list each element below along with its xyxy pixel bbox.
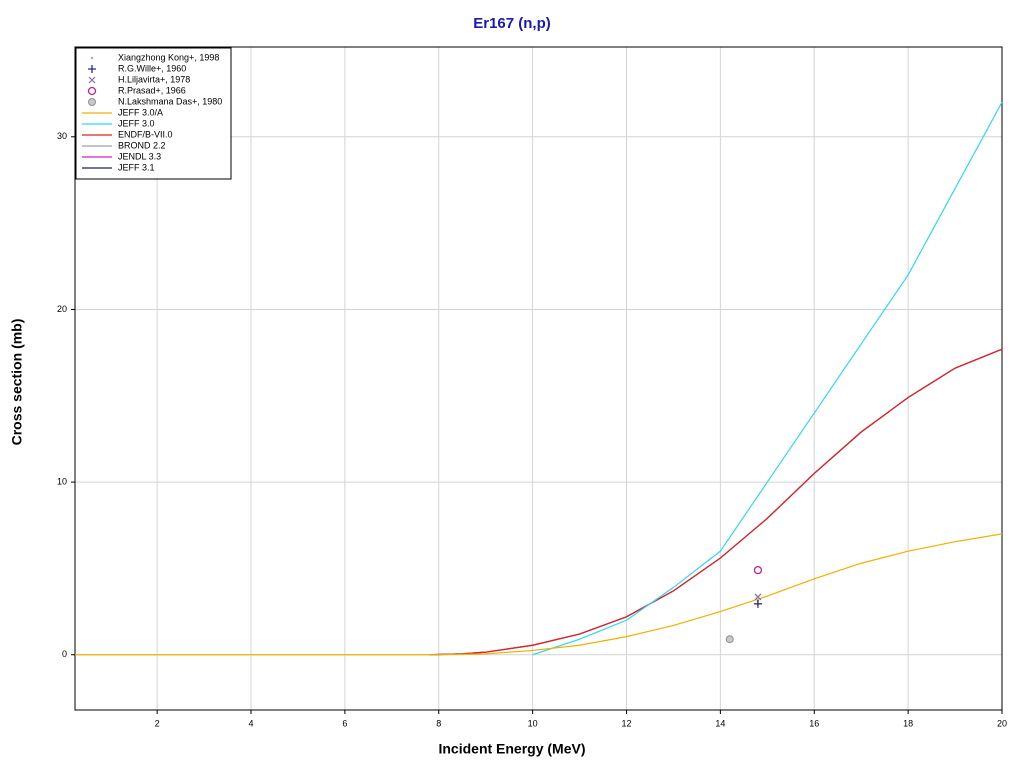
plot-frame	[74, 46, 1003, 711]
legend-label: JENDL 3.3	[118, 151, 161, 161]
x-tick-label: 8	[436, 718, 441, 728]
legend-marker	[90, 56, 94, 60]
data-line	[75, 533, 1003, 656]
legend-label: H.Liljavirta+, 1978	[118, 74, 190, 84]
legend-marker	[88, 76, 96, 84]
marker	[753, 565, 763, 575]
marker	[754, 593, 762, 601]
legend-marker	[88, 98, 96, 106]
y-axis-label: Cross section (mb)	[9, 319, 25, 446]
x-tick-label: 16	[809, 718, 819, 728]
x-tick-label: 6	[342, 718, 347, 728]
legend-label: BROND 2.2	[118, 140, 166, 150]
legend-label: JEFF 3.0	[118, 118, 155, 128]
x-tick-label: 2	[155, 718, 160, 728]
chart-title: Er167 (n,p)	[473, 15, 551, 32]
data-line	[532, 101, 1003, 656]
x-tick-label: 20	[997, 718, 1007, 728]
y-tick-label: 30	[57, 131, 67, 141]
legend-label: JEFF 3.1	[118, 162, 155, 172]
marker	[725, 635, 734, 644]
legend-label: Xiangzhong Kong+, 1998	[118, 52, 219, 62]
legend-label: R.Prasad+, 1966	[118, 85, 186, 95]
legend-marker	[87, 86, 97, 96]
legend-label: ENDF/B-VII.0	[118, 129, 173, 139]
y-tick-label: 10	[57, 476, 67, 486]
legend-label: R.G.Wille+, 1960	[118, 63, 186, 73]
x-tick-label: 12	[621, 718, 631, 728]
x-tick-label: 18	[903, 718, 913, 728]
x-axis-label: Incident Energy (MeV)	[438, 741, 585, 757]
x-tick-label: 14	[715, 718, 725, 728]
y-tick-label: 20	[57, 304, 67, 314]
legend-label: N.Lakshmana Das+, 1980	[118, 96, 222, 106]
x-tick-label: 4	[249, 718, 254, 728]
marker	[753, 599, 762, 608]
data-line	[429, 348, 1003, 656]
x-tick-label: 10	[528, 718, 538, 728]
legend-marker	[88, 65, 96, 73]
y-tick-label: 0	[62, 649, 67, 659]
legend-label: JEFF 3.0/A	[118, 107, 163, 117]
